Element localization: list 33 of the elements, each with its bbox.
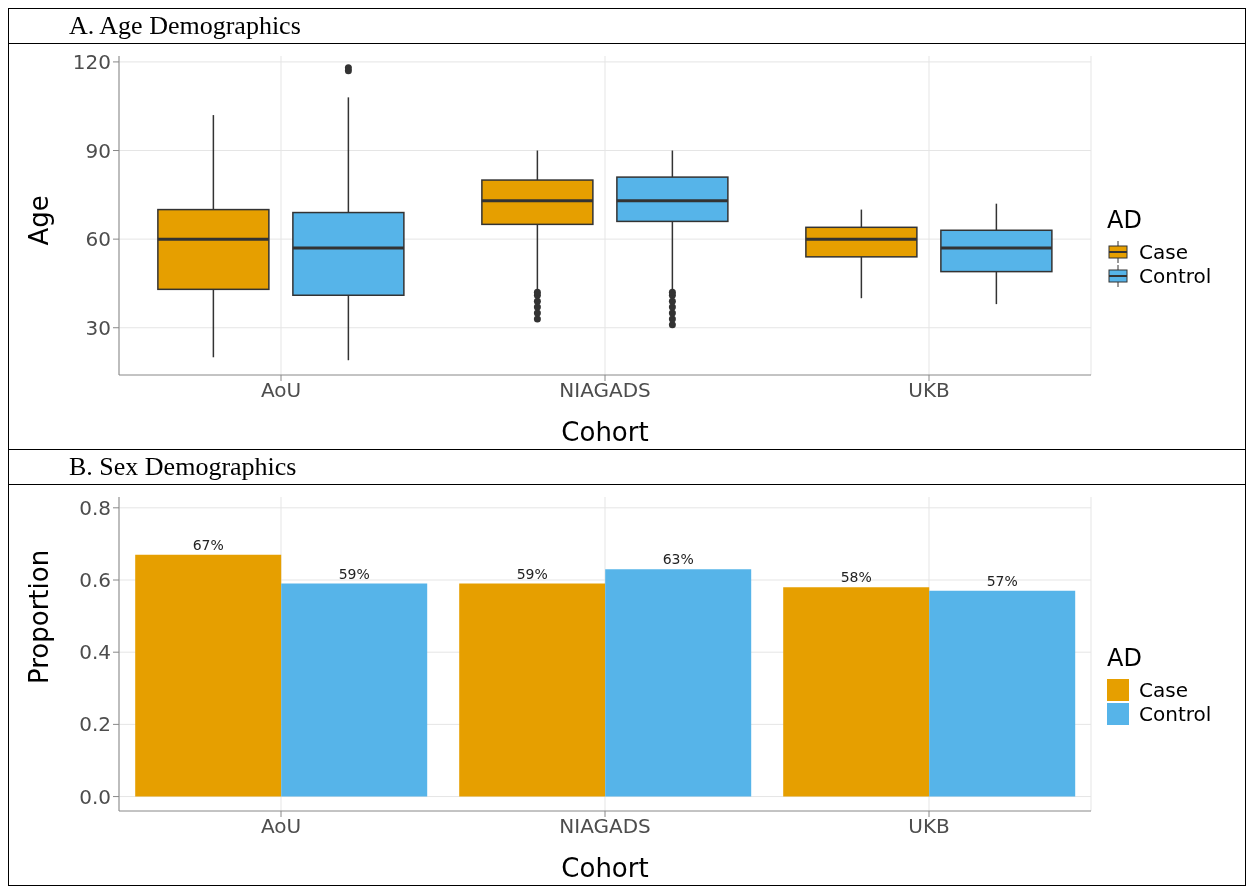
y-tick-label: 30: [85, 315, 111, 340]
x-axis-title: Cohort: [561, 417, 649, 447]
chart-title: A. Age Demographics: [9, 9, 1245, 44]
x-tick-label: NIAGADS: [559, 378, 651, 403]
data-label: 59%: [516, 565, 548, 582]
data-label: 58%: [840, 569, 872, 586]
x-tick-label: UKB: [908, 378, 950, 403]
y-axis-title: Proportion: [24, 549, 55, 684]
legend-label: Case: [1139, 239, 1188, 264]
data-label: 59%: [338, 565, 370, 582]
legend-label: Case: [1139, 678, 1188, 702]
x-tick-label: AoU: [260, 378, 302, 403]
y-tick-label: 0.8: [79, 495, 111, 520]
y-tick-label: 0.6: [79, 568, 111, 593]
y-tick-label: 0.0: [79, 784, 111, 809]
legend-title: AD: [1107, 205, 1143, 234]
y-tick-label: 0.2: [79, 712, 111, 737]
data-label: 67%: [192, 536, 224, 553]
y-axis-title: Age: [24, 195, 55, 246]
data-label: 63%: [662, 551, 694, 568]
y-tick-label: 90: [85, 138, 111, 163]
y-tick-label: 60: [85, 227, 111, 252]
y-tick-label: 0.4: [79, 640, 111, 665]
x-tick-label: NIAGADS: [559, 814, 651, 839]
x-tick-label: AoU: [260, 814, 302, 839]
legend-title: AD: [1107, 644, 1143, 672]
legend-label: Control: [1139, 702, 1212, 726]
x-axis-title: Cohort: [561, 853, 649, 883]
x-tick-label: UKB: [908, 814, 950, 839]
legend-label: Control: [1139, 263, 1212, 288]
chart-title: B. Sex Demographics: [9, 450, 1245, 485]
data-label: 57%: [986, 572, 1018, 589]
y-tick-label: 120: [72, 50, 111, 75]
